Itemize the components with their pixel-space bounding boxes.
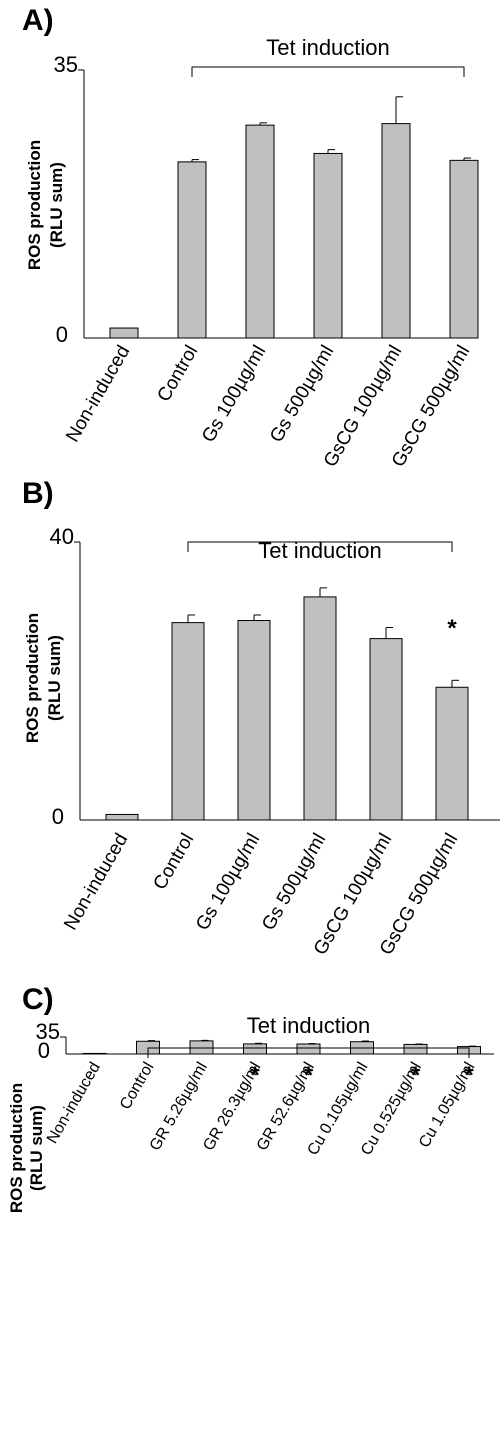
bar [109, 327, 139, 339]
x-tick-label: Control [154, 342, 203, 406]
x-tick-label: Gs 100µg/ml [192, 830, 264, 934]
bar [369, 638, 403, 821]
x-tick-label: GR 26.3µg/ml [200, 1060, 264, 1154]
y-tick-label: 0 [52, 804, 64, 829]
x-tick-label: Control [117, 1060, 158, 1113]
bar [105, 813, 139, 821]
x-tick-label: Control [150, 830, 199, 894]
bar [245, 124, 275, 339]
bar [171, 622, 205, 821]
y-axis-label: ROS production [23, 613, 42, 743]
bar [435, 686, 469, 821]
x-tick-label: GR 5.26µg/ml [147, 1060, 211, 1154]
significance-star: * [250, 1062, 260, 1089]
y-axis-label-units: (RLU sum) [47, 162, 66, 248]
panel-label: A) [22, 4, 54, 37]
bar [243, 1043, 267, 1055]
x-tick-label: Gs 500µg/ml [266, 342, 338, 446]
y-axis-label: ROS production [25, 140, 44, 270]
x-tick-label: Gs 500µg/ml [258, 830, 330, 934]
bar [381, 123, 411, 339]
y-tick-label: 35 [36, 1019, 60, 1044]
bar [403, 1043, 428, 1055]
tet-induction-bracket [147, 1047, 470, 1058]
x-tick-label: Gs 100µg/ml [198, 342, 270, 446]
bracket-label: Tet induction [258, 538, 382, 563]
y-tick-label: 40 [50, 524, 74, 549]
x-tick-label: Non-induced [62, 342, 134, 446]
significance-star: * [304, 1062, 314, 1089]
y-axis-label-units: (RLU sum) [45, 635, 64, 721]
bar [189, 1040, 214, 1055]
x-tick-label: GR 52.6µg/ml [254, 1060, 318, 1154]
bar [82, 1052, 107, 1055]
y-tick-label: 0 [38, 1038, 50, 1063]
bar [449, 159, 479, 339]
bar [296, 1043, 321, 1055]
significance-star: * [411, 1062, 421, 1089]
y-axis-label: ROS production [7, 1083, 26, 1213]
bracket-label: Tet induction [247, 1013, 371, 1038]
bar [303, 596, 337, 821]
panel-label: C) [22, 983, 54, 1016]
y-tick-label: 0 [56, 322, 68, 347]
tet-induction-bracket [187, 541, 453, 552]
x-tick-label: Cu 0.525µg/ml [358, 1060, 425, 1159]
y-tick-label: 35 [54, 52, 78, 77]
bar [313, 152, 343, 339]
x-tick-label: Cu 1.05µg/ml [416, 1060, 478, 1151]
y-axis-label-units: (RLU sum) [27, 1105, 46, 1191]
bar [177, 161, 207, 339]
bracket-label: Tet induction [266, 35, 390, 60]
bar [237, 620, 271, 821]
tet-induction-bracket [191, 66, 465, 77]
significance-star: * [447, 615, 457, 642]
significance-star: * [464, 1062, 474, 1089]
panel-label: B) [22, 477, 54, 510]
x-tick-label: Non-induced [60, 830, 132, 934]
x-tick-label: Non-induced [44, 1060, 104, 1147]
